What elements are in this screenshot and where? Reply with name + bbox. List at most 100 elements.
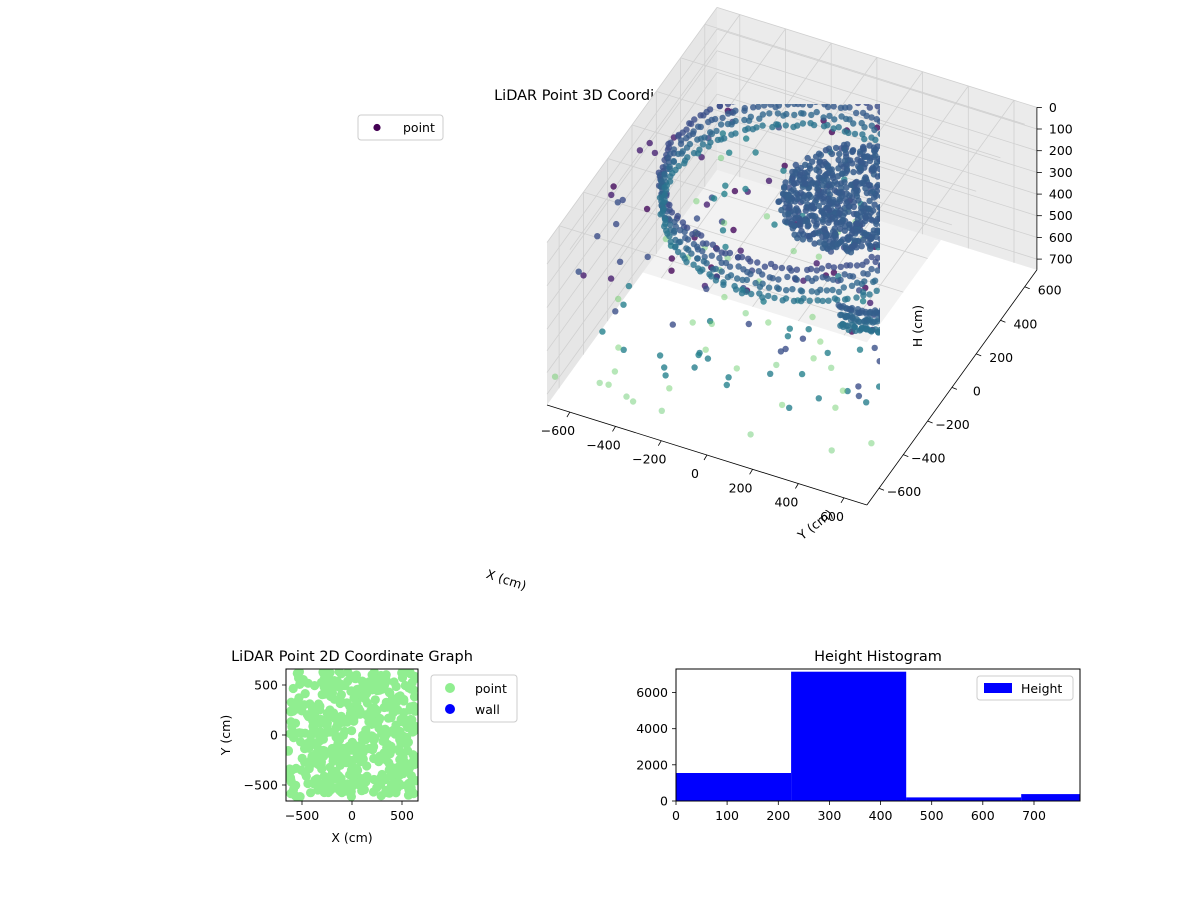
- ring-point: [895, 324, 901, 330]
- surface-point: [778, 206, 785, 214]
- surface-point: [850, 188, 858, 195]
- ring-point: [771, 294, 778, 302]
- ring-point: [661, 174, 668, 181]
- ring-point: [759, 122, 766, 129]
- ring-point: [939, 297, 945, 303]
- z-tick-label: 100: [1049, 122, 1073, 137]
- ring-point: [946, 273, 952, 279]
- ring-point: [858, 119, 865, 127]
- ring-point: [819, 274, 826, 281]
- ring-point: [782, 295, 790, 302]
- point-marker: [304, 764, 314, 774]
- scatter-point: [765, 319, 772, 326]
- surface-point: [841, 146, 849, 154]
- point-marker: [403, 746, 413, 756]
- surface-point: [876, 228, 880, 236]
- ring-point: [938, 288, 944, 294]
- ring-point: [829, 286, 836, 294]
- scatter-point: [859, 298, 867, 305]
- ring-point: [935, 295, 941, 301]
- ring-point: [684, 236, 692, 243]
- ring-point: [950, 256, 956, 262]
- ring-point: [691, 116, 698, 123]
- ring-point: [886, 315, 892, 321]
- z-tick-label: 0: [1049, 100, 1057, 115]
- x-tick-label: 300: [817, 808, 841, 823]
- point-marker: [311, 749, 321, 759]
- point-marker: [358, 754, 368, 764]
- ring-point: [743, 276, 751, 284]
- scatter-point: [616, 258, 624, 265]
- scatter-point: [926, 291, 932, 297]
- legend-swatch-height: [984, 683, 1012, 693]
- point-marker: [327, 768, 337, 779]
- scatter-point: [936, 363, 942, 369]
- ring-point: [830, 104, 837, 110]
- ring-point: [754, 259, 761, 266]
- point-marker: [304, 712, 314, 722]
- surface-point: [845, 236, 852, 243]
- ring-point: [661, 191, 669, 199]
- scatter-point: [799, 335, 807, 342]
- ring-point: [813, 108, 820, 116]
- surface-point: [858, 243, 865, 250]
- surface-point: [815, 202, 822, 210]
- scatter-point: [643, 205, 651, 213]
- chart-3d-ylabel: Y (cm): [794, 506, 836, 543]
- surface-point: [821, 226, 828, 234]
- surface-point: [804, 232, 811, 240]
- ring-point: [806, 104, 814, 109]
- scatter-point: [718, 218, 726, 225]
- point-marker: [294, 728, 304, 738]
- x-tick-label: 700: [1022, 808, 1046, 823]
- ring-point: [769, 123, 776, 131]
- scatter-point: [596, 379, 603, 387]
- ring-point: [707, 129, 714, 136]
- ring-point: [954, 250, 960, 256]
- surface-point: [837, 220, 845, 227]
- point-marker: [348, 671, 358, 681]
- ring-point: [879, 311, 880, 313]
- ring-point: [898, 323, 904, 329]
- ring-point: [666, 221, 674, 228]
- ring-point: [953, 264, 959, 270]
- ring-point: [853, 262, 861, 269]
- y-tick-mark: [903, 454, 909, 457]
- chart-2d-legend: point wall: [430, 674, 518, 723]
- scatter-point: [784, 333, 792, 340]
- ring-point: [775, 276, 782, 283]
- scatter-point: [661, 364, 668, 371]
- ring-point: [699, 248, 706, 255]
- scatter-point: [710, 195, 718, 202]
- ring-point: [793, 266, 801, 273]
- chart-3d-points: [551, 104, 960, 454]
- ring-point: [868, 122, 875, 129]
- ring-point: [885, 324, 891, 330]
- ring-point: [878, 262, 880, 268]
- ring-point: [953, 268, 959, 274]
- scatter-point: [730, 226, 737, 234]
- point-marker: [336, 679, 346, 689]
- ring-point: [950, 252, 956, 258]
- x-tick-label: 500: [390, 808, 414, 823]
- chart-histogram: Height Histogram 0 100 200 300 400 500 600 7000…: [636, 649, 1081, 823]
- surface-point: [859, 236, 867, 244]
- legend-label-point: point: [403, 120, 435, 135]
- scatter-point: [669, 321, 676, 328]
- surface-point: [850, 168, 857, 176]
- ring-point: [943, 286, 949, 292]
- ring-point: [683, 144, 691, 151]
- ring-point: [952, 263, 958, 269]
- ring-point: [818, 265, 826, 272]
- scatter-point: [810, 355, 817, 362]
- x-tick-label: 400: [869, 808, 893, 823]
- surface-point: [836, 189, 843, 196]
- y-tick-mark: [1024, 286, 1030, 290]
- point-marker: [304, 737, 314, 747]
- scatter-point: [594, 233, 601, 240]
- scatter-point: [855, 383, 862, 390]
- ring-point: [879, 256, 880, 259]
- gridline-z: [546, 7, 718, 243]
- scatter-point: [805, 326, 812, 333]
- ring-point: [936, 303, 942, 309]
